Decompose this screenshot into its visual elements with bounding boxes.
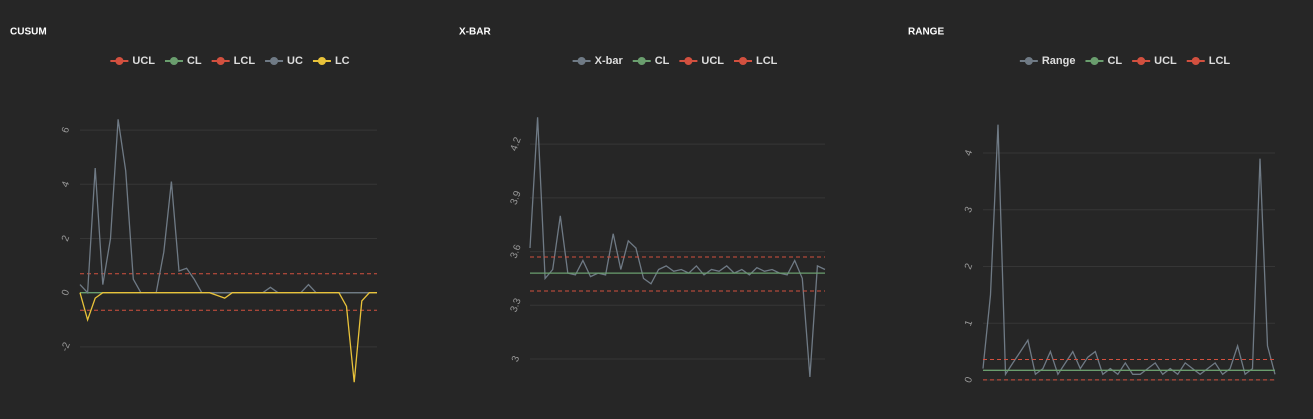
legend-dot (270, 57, 279, 65)
legend-label: Range (1042, 55, 1076, 67)
legend-item: LCL (1186, 55, 1231, 67)
legend-label: LC (335, 55, 350, 67)
legend-item: LC (312, 55, 350, 67)
series-line (79, 292, 377, 383)
legend-item: CL (1085, 55, 1122, 67)
legend-label: LCL (1209, 55, 1231, 67)
legend: UCL CL LCL UC LC (110, 55, 350, 67)
legend-dot (169, 57, 178, 65)
legend-label: CL (1107, 55, 1122, 67)
legend-item: Range (1019, 55, 1076, 67)
legend-item: LCL (211, 55, 256, 67)
legend-item: CL (164, 55, 202, 67)
series-line (982, 124, 1276, 377)
legend-item: CL (632, 55, 670, 67)
legend-dot (684, 57, 693, 65)
legend-label: UCL (1154, 55, 1177, 67)
legend-dot (739, 57, 748, 65)
y-tick-label: 0 (60, 288, 72, 297)
legend-label: CL (187, 55, 202, 67)
legend-item: UCL (1132, 55, 1177, 67)
legend-label: UCL (132, 55, 155, 67)
legend-dot (1090, 57, 1099, 65)
legend-label: UCL (701, 55, 724, 67)
legend-dot (317, 57, 326, 65)
legend-dot (216, 57, 225, 65)
y-tick-label: 3.3 (509, 297, 524, 314)
y-tick-label: 6 (60, 125, 72, 134)
chart-title: X-BAR (459, 27, 491, 38)
legend-item: X-bar (572, 55, 624, 67)
legend-item: UCL (679, 55, 724, 67)
legend-dot (115, 57, 124, 65)
legend: X-bar CL UCL LCL (572, 55, 778, 67)
y-tick-label: 2 (963, 262, 975, 271)
legend-item: LCL (734, 55, 778, 67)
series-line (529, 117, 826, 377)
y-tick-label: 3 (963, 205, 975, 214)
y-tick-label: 3.9 (509, 189, 524, 206)
y-tick-label: 3 (510, 354, 522, 363)
y-tick-label: -2 (59, 341, 73, 354)
legend-dot (577, 57, 586, 65)
series-line (79, 119, 377, 295)
legend-item: UCL (110, 55, 155, 67)
y-tick-label: 1 (963, 318, 975, 327)
y-tick-label: 0 (963, 375, 975, 384)
y-tick-label: 2 (60, 234, 72, 243)
y-tick-label: 4.2 (509, 135, 524, 152)
legend-label: LCL (234, 55, 256, 67)
legend-dot (1191, 57, 1200, 65)
legend-label: CL (655, 55, 670, 67)
y-tick-label: 3.6 (509, 243, 524, 260)
legend-dot (1137, 57, 1146, 65)
chart-title: RANGE (908, 27, 944, 38)
y-tick-label: 4 (963, 148, 975, 157)
chart-title: CUSUM (10, 27, 47, 38)
legend: Range CL UCL LCL (1019, 55, 1231, 67)
y-tick-label: 4 (60, 179, 72, 188)
legend-label: UC (287, 55, 303, 67)
legend-item: UC (265, 55, 303, 67)
legend-dot (1024, 57, 1033, 65)
legend-label: LCL (756, 55, 778, 67)
legend-dot (637, 57, 646, 65)
legend-label: X-bar (595, 55, 624, 67)
